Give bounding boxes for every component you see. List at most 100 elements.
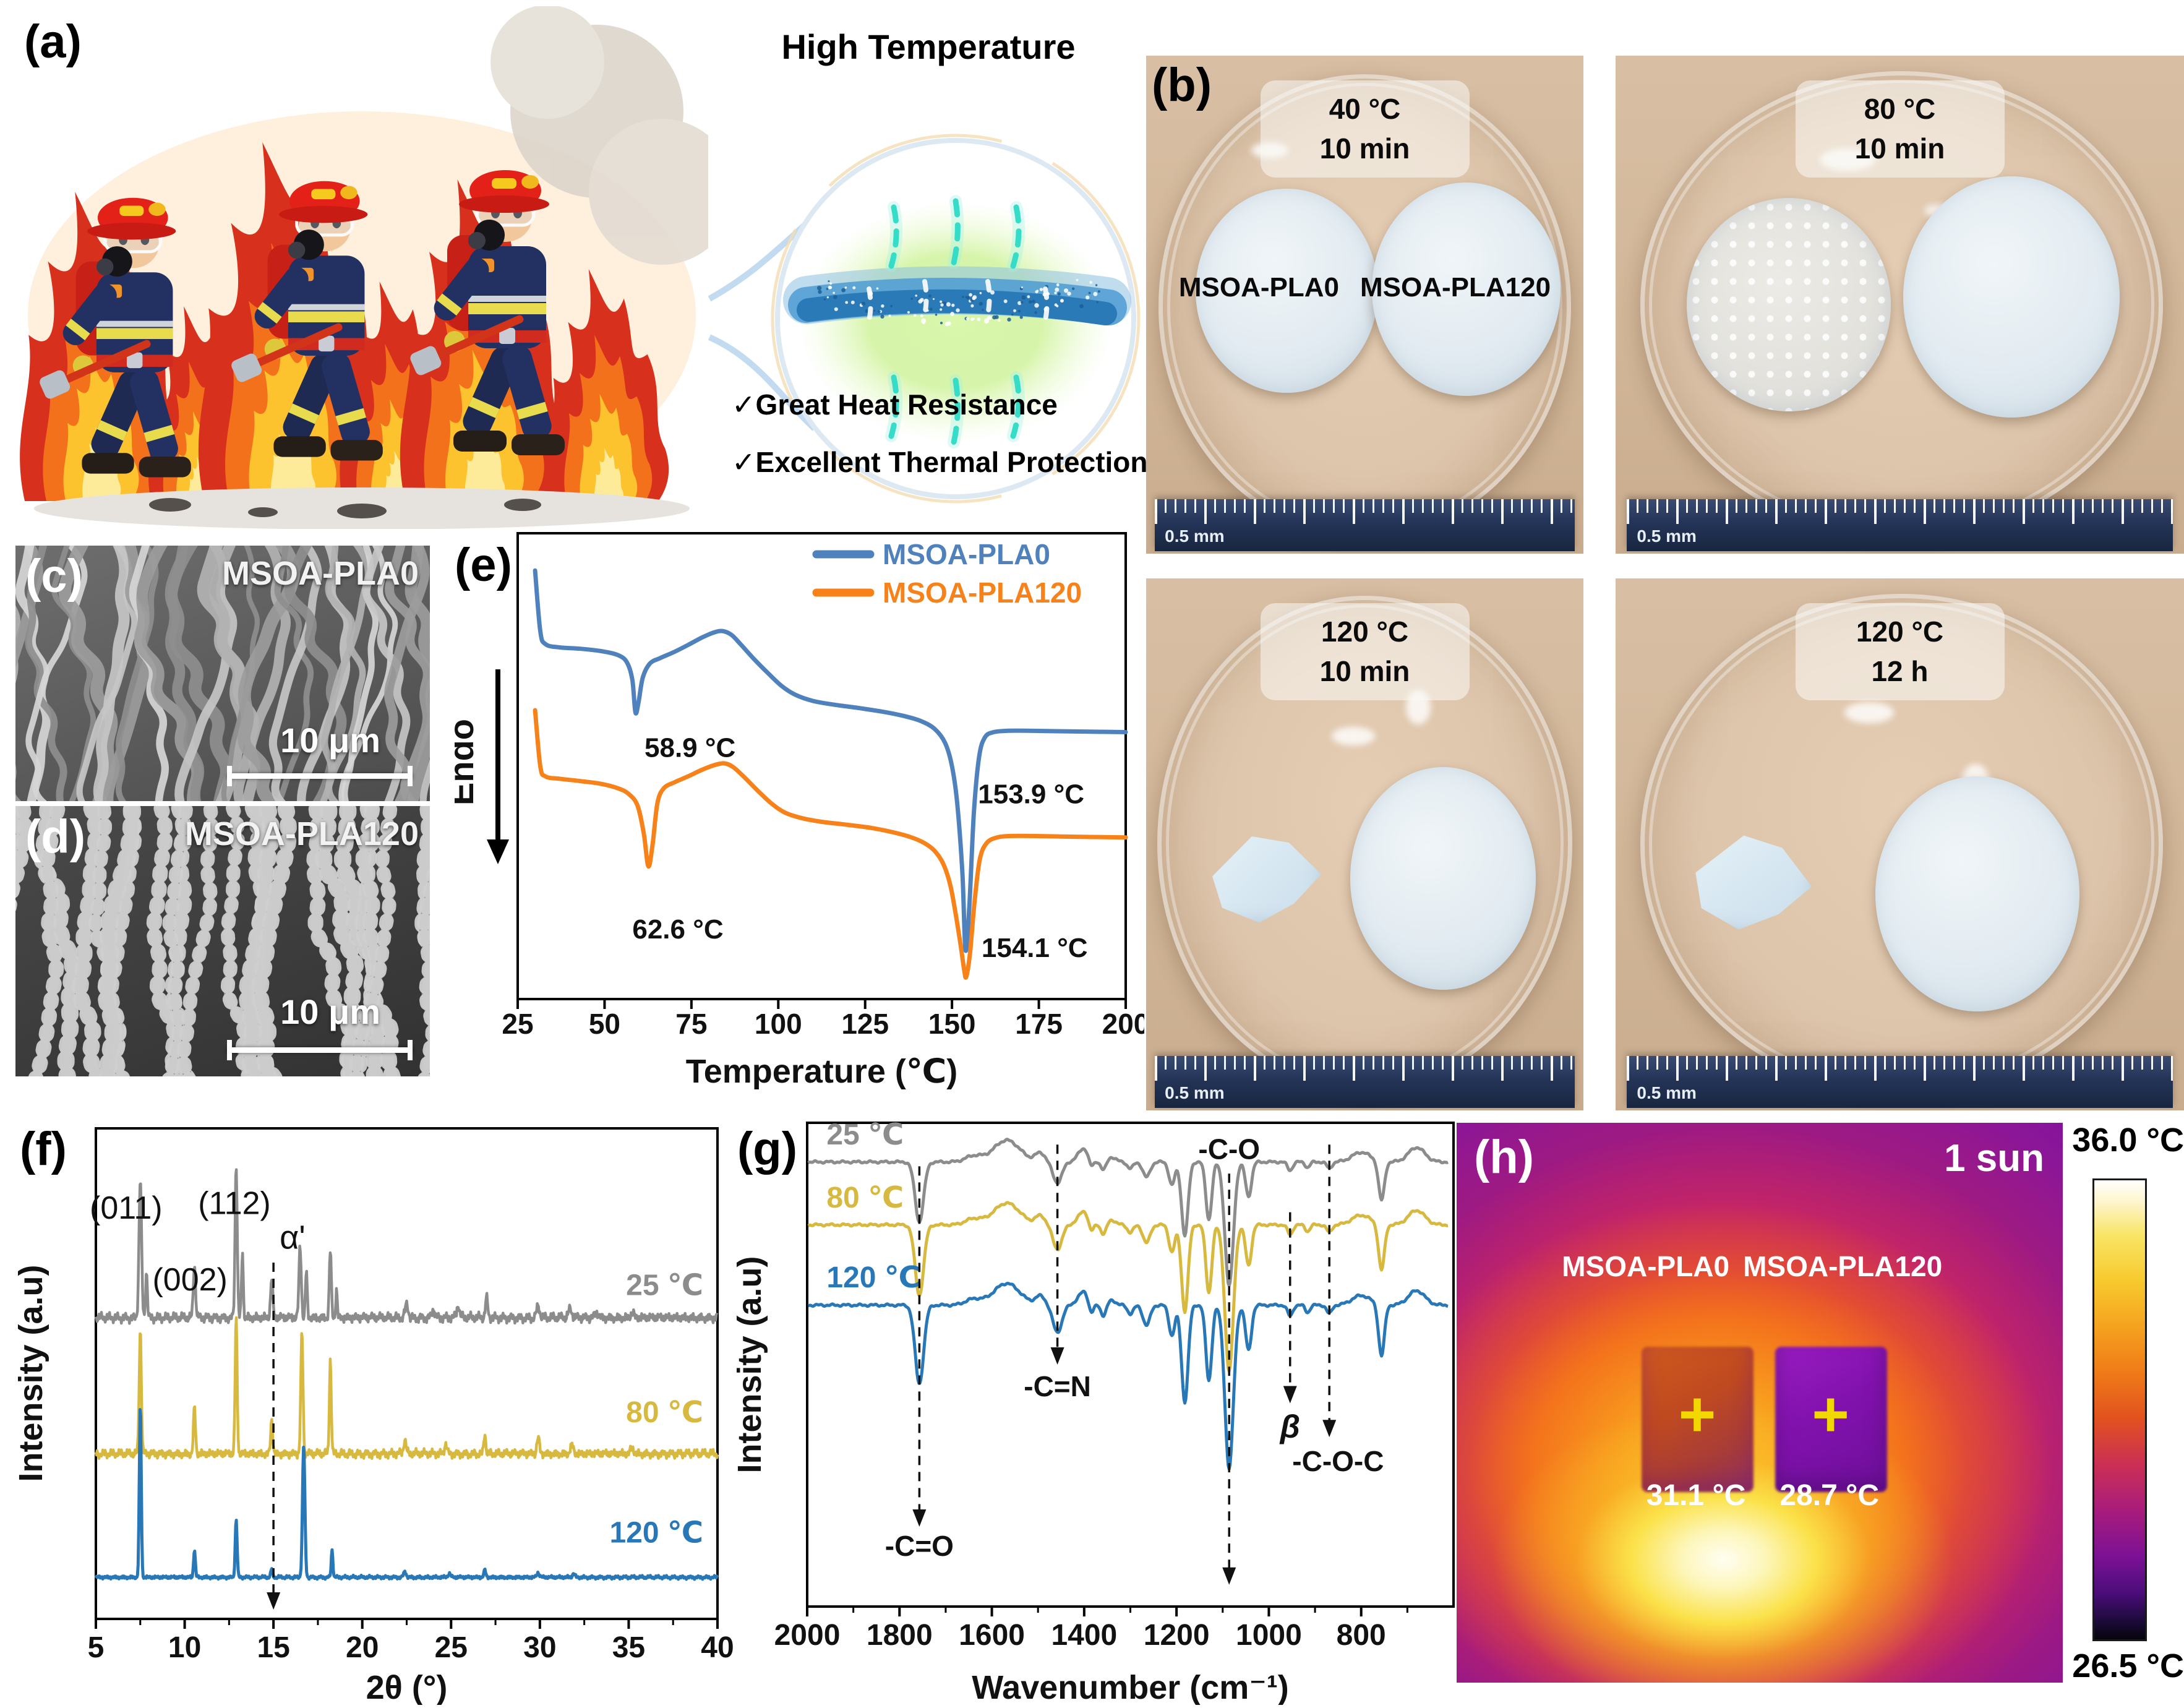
panel-e-dsc-chart: 25 50 75 100 125 150 175 200 Temperature (℃) Endo…	[442, 527, 1149, 1115]
svg-text:2000: 2000	[774, 1619, 841, 1652]
panel-c-label: (c)	[25, 550, 83, 603]
sem-sample-name: MSOA-PLA120	[184, 815, 419, 852]
colorbar-min: 26.5 °C	[2072, 1647, 2184, 1684]
firefighters-fire-illustration	[15, 5, 735, 530]
photo-40c-10min: MSOA-PLA0 MSOA-PLA120 40 °C 10 min 0.5 m…	[1146, 56, 1583, 554]
svg-text:25 ℃: 25 ℃	[626, 1269, 703, 1302]
svg-text:75: 75	[675, 1008, 707, 1040]
svg-text:200: 200	[1102, 1008, 1144, 1040]
svg-text:α': α'	[280, 1219, 306, 1256]
svg-text:2θ (°): 2θ (°)	[366, 1669, 448, 1705]
svg-text:800: 800	[1337, 1619, 1386, 1652]
temp-reading-left: 31.1 °C	[1646, 1478, 1746, 1512]
panel-f-label: (f)	[20, 1123, 67, 1175]
sample-square-msoa-pla120	[1775, 1347, 1887, 1493]
crosshair-marker: +	[1678, 1378, 1716, 1451]
panel-h-thermal-image: (h) 1 sun MSOA-PLA0 MSOA-PLA120 + + 31.1…	[1457, 1114, 2184, 1705]
svg-text:(002): (002)	[152, 1262, 227, 1298]
svg-text:1000: 1000	[1236, 1619, 1302, 1652]
dsc-plot: 25 50 75 100 125 150 175 200 Temperature (℃) Endo…	[442, 532, 1149, 1090]
disc-labels: MSOA-PLA0 MSOA-PLA120	[1178, 272, 1551, 303]
infrared-image: (h) 1 sun MSOA-PLA0 MSOA-PLA120 + + 31.1…	[1457, 1123, 2063, 1683]
svg-text:80 ℃: 80 ℃	[826, 1182, 904, 1214]
scalebar-text: 10 μm	[280, 721, 380, 760]
photo-120c-12h: 120 °C 12 h 0.5 mm	[1616, 578, 2184, 1110]
svg-text:-C=N: -C=N	[1024, 1370, 1091, 1402]
temp-reading-right: 28.7 °C	[1779, 1478, 1879, 1512]
svg-text:153.9 °C: 153.9 °C	[978, 779, 1084, 810]
svg-text:150: 150	[928, 1008, 976, 1040]
svg-text:35: 35	[612, 1631, 645, 1664]
panel-f-xrd-chart: 5 10 15 20 25 30 35 40 2θ (°) Intensity (a.u) 25 ℃…	[12, 1114, 736, 1706]
crosshair-marker: +	[1812, 1378, 1850, 1451]
colorbar-max: 36.0 °C	[2072, 1122, 2184, 1159]
photo-120c-10min: 120 °C 10 min 0.5 mm	[1146, 578, 1583, 1110]
svg-text:58.9 °C: 58.9 °C	[644, 732, 735, 763]
svg-text:β: β	[1279, 1409, 1300, 1444]
panel-e-label: (e)	[455, 539, 512, 591]
ruler: 0.5 mm	[1155, 499, 1575, 551]
svg-text:5: 5	[88, 1631, 105, 1664]
svg-text:Intensity (a.u): Intensity (a.u)	[12, 1264, 49, 1482]
heat-flux-dashes	[865, 195, 1050, 448]
svg-text:154.1 °C: 154.1 °C	[982, 933, 1088, 963]
scalebar	[227, 766, 413, 786]
svg-text:40: 40	[701, 1631, 734, 1664]
check-heat-resistance: ✓Great Heat Resistance	[732, 388, 1058, 421]
svg-text:10: 10	[168, 1631, 201, 1664]
svg-text:1400: 1400	[1051, 1619, 1117, 1652]
svg-text:25: 25	[435, 1631, 468, 1664]
svg-text:-C-O: -C-O	[1198, 1133, 1260, 1165]
svg-text:MSOA-PLA120: MSOA-PLA120	[883, 577, 1082, 609]
panel-d-label: (d)	[25, 810, 86, 863]
panel-g-label: (g)	[737, 1123, 798, 1175]
svg-text:120 ℃: 120 ℃	[609, 1517, 703, 1550]
sample-square-msoa-pla0	[1641, 1347, 1754, 1493]
sem-sample-name: MSOA-PLA0	[221, 555, 419, 592]
sample-disc-msoa-pla0	[1196, 189, 1378, 393]
scalebar-text: 10 μm	[280, 992, 380, 1031]
condition-chip: 120 °C 12 h	[1795, 603, 2005, 700]
panel-a-label: (a)	[24, 15, 82, 68]
xrd-plot: 5 10 15 20 25 30 35 40 2θ (°) Intensity (a.u) 25 ℃…	[12, 1127, 734, 1706]
condition-chip: 80 °C 10 min	[1795, 80, 2005, 178]
check-thermal-protection: ✓Excellent Thermal Protection	[732, 446, 1148, 478]
sem-image-msoa-pla120: (d) MSOA-PLA120 10 μm	[15, 806, 430, 1076]
check-icon: ✓	[732, 388, 756, 421]
svg-text:-C-O-C: -C-O-C	[1292, 1445, 1384, 1477]
svg-text:125: 125	[841, 1008, 889, 1040]
svg-text:1200: 1200	[1144, 1619, 1210, 1652]
photo-80c-10min: 80 °C 10 min 0.5 mm	[1616, 56, 2184, 554]
ruler: 0.5 mm	[1155, 1056, 1575, 1108]
svg-text:120 ℃: 120 ℃	[826, 1261, 920, 1294]
sample-disc-msoa-pla120	[1875, 776, 2079, 1011]
callout-title: High Temperature	[781, 27, 1076, 66]
svg-text:1800: 1800	[867, 1619, 933, 1652]
svg-text:100: 100	[755, 1008, 802, 1040]
svg-text:Temperature (℃): Temperature (℃)	[686, 1053, 957, 1090]
svg-text:50: 50	[589, 1008, 620, 1040]
sem-image-msoa-pla0: (c) MSOA-PLA0 10 μm	[15, 546, 430, 801]
svg-text:62.6 °C: 62.6 °C	[632, 914, 723, 945]
svg-text:Endo: Endo	[455, 719, 481, 805]
svg-text:Wavenumber (cm⁻¹): Wavenumber (cm⁻¹)	[972, 1669, 1289, 1705]
svg-text:Intensity (a.u): Intensity (a.u)	[736, 1256, 768, 1473]
membrane-magnifier-illustration	[708, 134, 1141, 504]
svg-text:20: 20	[346, 1631, 379, 1664]
svg-text:(112): (112)	[198, 1186, 271, 1222]
svg-text:(011): (011)	[90, 1190, 163, 1226]
thermal-glow	[798, 201, 1113, 442]
rubble	[149, 498, 541, 518]
scalebar	[227, 1040, 413, 1060]
panel-g-ftir-chart: 2000 1800 1600 1400 1200 1000 800 Wavenumber (c…	[731, 1114, 1466, 1706]
condition-chip: 120 °C 10 min	[1260, 603, 1470, 700]
svg-text:80 ℃: 80 ℃	[626, 1396, 703, 1429]
smoke-cloud	[490, 5, 735, 265]
svg-text:MSOA-PLA0: MSOA-PLA0	[883, 538, 1050, 570]
high-temperature-callout: High Temperature	[708, 9, 1149, 529]
sample-disc-msoa-pla120	[1903, 176, 2120, 418]
check-icon: ✓	[732, 446, 756, 478]
svg-text:1600: 1600	[959, 1619, 1025, 1652]
svg-text:15: 15	[257, 1631, 289, 1664]
svg-text:25 ℃: 25 ℃	[826, 1118, 904, 1151]
